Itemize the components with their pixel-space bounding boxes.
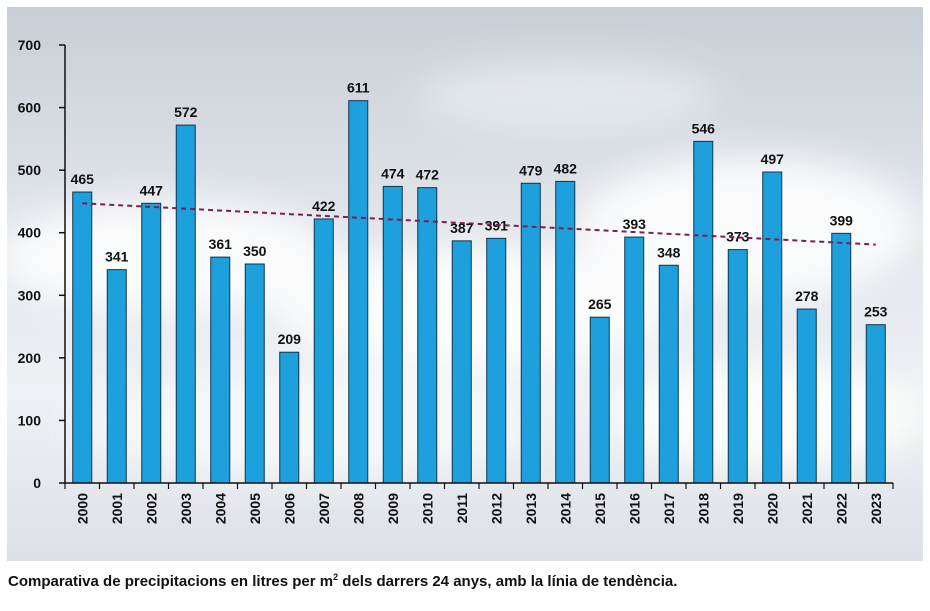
data-label-2007: 422	[312, 198, 336, 214]
data-label-2013: 479	[519, 162, 543, 178]
data-label-2005: 350	[243, 243, 267, 259]
bar-2012	[486, 237, 507, 484]
data-label-2018: 546	[692, 120, 716, 136]
caption-text: Comparativa de precipitacions en litres …	[8, 573, 334, 590]
x-tick-label-2019: 2019	[730, 493, 746, 524]
trend-line	[82, 202, 876, 246]
x-tick-label-2009: 2009	[385, 493, 401, 524]
y-tick-label-600: 600	[18, 100, 42, 116]
bar-2016	[624, 236, 645, 484]
bar-2022	[831, 232, 852, 484]
bar-2014	[555, 180, 576, 484]
bar-2019	[727, 249, 748, 484]
data-label-2001: 341	[105, 249, 129, 265]
x-tick-label-2003: 2003	[178, 493, 194, 524]
x-tick-label-2022: 2022	[833, 493, 849, 524]
y-tick-label-400: 400	[18, 225, 42, 241]
data-label-2021: 278	[795, 288, 819, 304]
bar-2021	[796, 308, 817, 484]
x-tick-label-2018: 2018	[695, 493, 711, 524]
bar-2013	[520, 182, 541, 484]
data-label-2003: 572	[174, 104, 198, 120]
x-tick-label-2016: 2016	[626, 493, 642, 524]
data-label-2016: 393	[623, 216, 647, 232]
x-tick-label-2012: 2012	[488, 493, 504, 524]
y-tick-label-500: 500	[18, 162, 42, 178]
x-tick-label-2015: 2015	[592, 493, 608, 524]
bar-2005	[244, 263, 265, 484]
chart-area: 4653414475723613502094226114744723873914…	[7, 7, 923, 561]
caption-text-end: dels darrers 24 anys, amb la línia de te…	[338, 573, 678, 590]
data-label-2017: 348	[657, 244, 681, 260]
data-label-2019: 373	[726, 229, 750, 245]
bar-2006	[279, 351, 300, 484]
y-tick-label-700: 700	[18, 37, 42, 53]
bar-2009	[382, 185, 403, 484]
data-label-2002: 447	[140, 182, 164, 198]
x-tick-label-2020: 2020	[764, 493, 780, 524]
data-label-2000: 465	[71, 171, 95, 187]
x-tick-label-2008: 2008	[350, 493, 366, 524]
bar-2004	[210, 256, 231, 484]
y-tick-label-200: 200	[18, 350, 42, 366]
x-tick-label-2000: 2000	[74, 493, 90, 524]
x-tick-label-2014: 2014	[557, 493, 573, 524]
chart-caption: Comparativa de precipitacions en litres …	[8, 572, 677, 590]
bar-2001	[106, 269, 127, 484]
data-label-2022: 399	[830, 212, 854, 228]
plot-area: 4653414475723613502094226114744723873914…	[18, 37, 894, 524]
x-tick-label-2023: 2023	[868, 493, 884, 524]
x-tick-label-2011: 2011	[454, 493, 470, 524]
data-label-2006: 209	[278, 331, 302, 347]
bar-2011	[451, 240, 472, 484]
x-tick-label-2006: 2006	[281, 493, 297, 524]
data-label-2020: 497	[761, 151, 785, 167]
precipitation-bar-chart: 4653414475723613502094226114744723873914…	[7, 7, 923, 561]
data-label-2009: 474	[381, 165, 405, 181]
x-tick-label-2005: 2005	[247, 493, 263, 524]
bar-2017	[658, 264, 679, 484]
data-label-2010: 472	[416, 167, 440, 183]
data-label-2023: 253	[864, 304, 888, 320]
x-tick-label-2001: 2001	[109, 493, 125, 524]
data-label-2011: 387	[450, 220, 474, 236]
bar-2003	[175, 124, 196, 484]
bar-2008	[348, 100, 369, 484]
y-tick-label-100: 100	[18, 412, 42, 428]
x-tick-label-2010: 2010	[419, 493, 435, 524]
bar-2010	[417, 187, 438, 484]
bar-2020	[762, 171, 783, 484]
bar-2007	[313, 218, 334, 484]
x-tick-label-2002: 2002	[143, 493, 159, 524]
x-tick-label-2017: 2017	[661, 493, 677, 524]
bar-2018	[693, 140, 714, 484]
y-tick-label-0: 0	[33, 475, 41, 491]
data-label-2014: 482	[554, 160, 578, 176]
bar-2023	[865, 324, 886, 484]
bar-2000	[72, 191, 93, 484]
caption-superscript: 2	[333, 572, 339, 582]
x-tick-label-2004: 2004	[212, 493, 228, 524]
x-tick-label-2013: 2013	[523, 493, 539, 524]
bar-2015	[589, 316, 610, 484]
data-label-2008: 611	[347, 80, 370, 96]
data-label-2004: 361	[209, 236, 233, 252]
bar-2002	[141, 202, 162, 484]
x-tick-label-2021: 2021	[799, 493, 815, 524]
data-label-2015: 265	[588, 296, 612, 312]
x-tick-label-2007: 2007	[316, 493, 332, 524]
y-tick-label-300: 300	[18, 287, 42, 303]
